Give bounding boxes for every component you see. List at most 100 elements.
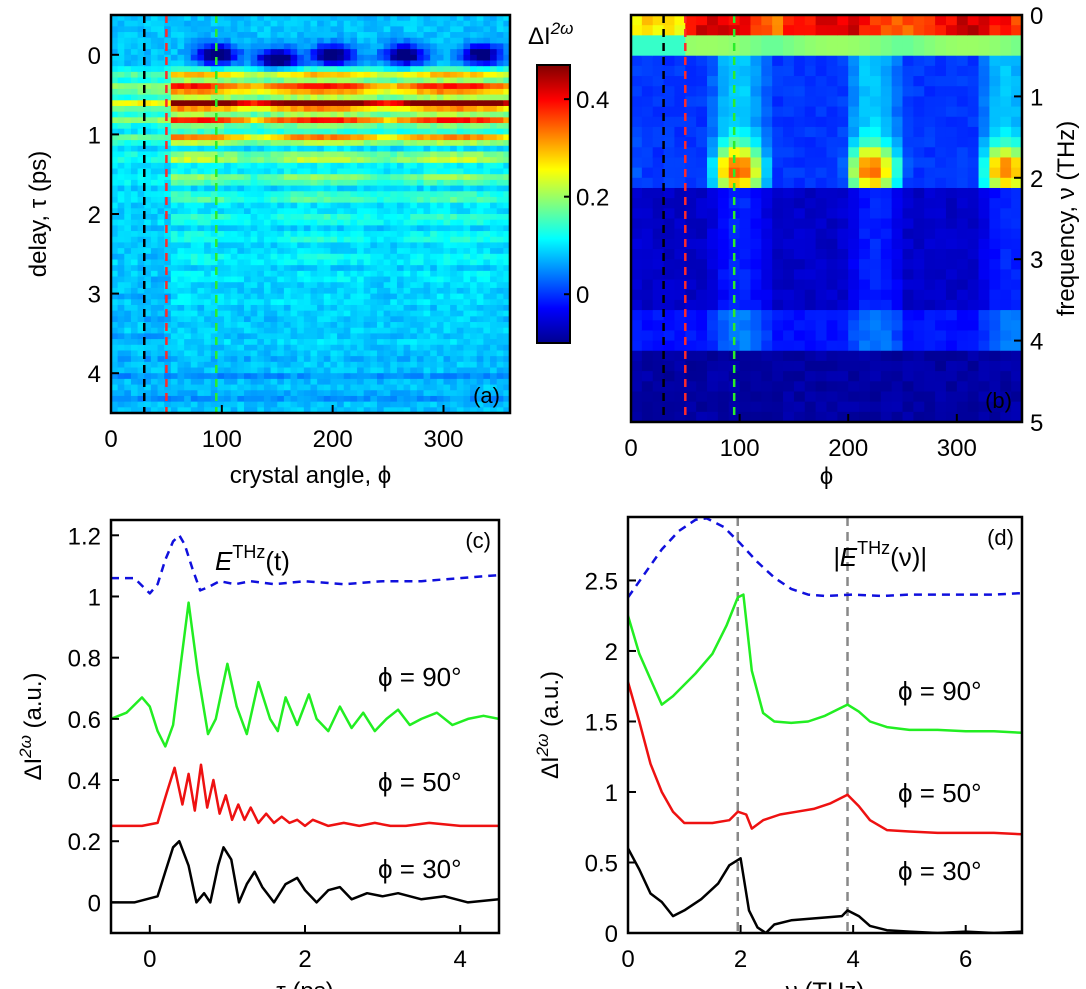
heatmap-cell <box>177 327 185 334</box>
heatmap-cell <box>257 77 265 84</box>
heatmap-cell <box>370 242 378 249</box>
heatmap-cell <box>343 37 351 45</box>
heatmap-cell <box>476 339 484 346</box>
heatmap-cell <box>117 54 125 62</box>
heatmap-cell <box>390 310 398 317</box>
heatmap-cell <box>210 219 218 226</box>
heatmap-cell <box>390 356 398 363</box>
heatmap-cell <box>663 228 676 240</box>
heatmap-cell <box>210 367 218 374</box>
heatmap-cell <box>750 96 762 108</box>
heatmap-cell <box>130 401 139 408</box>
heatmap-cell <box>463 145 471 153</box>
heatmap-cell <box>370 66 378 73</box>
heatmap-cell <box>456 384 465 391</box>
heatmap-cell <box>363 20 371 27</box>
heatmap-cell <box>377 77 385 84</box>
heatmap-cell <box>150 287 159 295</box>
heatmap-cell <box>396 134 405 141</box>
heatmap-cell <box>297 378 305 386</box>
heatmap-cell <box>297 361 305 369</box>
heatmap-cell <box>503 37 510 45</box>
heatmap-cell <box>503 123 510 130</box>
heatmap-cell <box>396 174 405 181</box>
heatmap-cell <box>137 123 145 130</box>
heatmap-cell <box>423 350 431 357</box>
heatmap-cell <box>443 304 451 312</box>
heatmap-cell <box>383 225 391 232</box>
heatmap-cell <box>652 340 665 352</box>
heatmap-cell <box>224 316 232 323</box>
heatmap-cell <box>815 35 828 47</box>
heatmap-cell <box>270 71 278 79</box>
heatmap-cell <box>377 265 385 272</box>
heatmap-cell <box>164 310 172 317</box>
heatmap-cell <box>164 225 172 232</box>
heatmap-cell <box>244 202 252 209</box>
heatmap-cell <box>685 238 697 250</box>
heatmap-cell <box>383 134 391 141</box>
heatmap-cell <box>137 293 145 300</box>
heatmap-cell <box>815 76 828 87</box>
heatmap-cell <box>423 117 431 124</box>
heatmap-cell <box>310 236 318 244</box>
heatmap-cell <box>410 390 418 397</box>
heatmap-cell <box>416 378 425 386</box>
heatmap-cell <box>377 185 385 192</box>
heatmap-cell <box>111 395 119 403</box>
heatmap-cell <box>144 293 152 300</box>
heatmap-cell <box>197 276 205 283</box>
heatmap-cell <box>463 100 471 107</box>
heatmap-cell <box>157 134 165 141</box>
heatmap-cell <box>707 381 719 393</box>
heatmap-cell <box>257 179 265 187</box>
heatmap-cell <box>363 54 371 62</box>
heatmap-cell <box>177 111 185 118</box>
heatmap-cell <box>150 350 159 357</box>
heatmap-cell <box>164 384 172 391</box>
heatmap-cell <box>450 304 458 312</box>
heatmap-cell <box>157 117 165 124</box>
heatmap-cell <box>137 32 145 39</box>
heatmap-cell <box>197 333 205 340</box>
heatmap-cell <box>390 231 398 238</box>
heatmap-cell <box>357 236 365 244</box>
heatmap-cell <box>396 236 405 244</box>
heatmap-cell <box>270 395 278 403</box>
heatmap-cell <box>244 242 252 249</box>
heatmap-cell <box>483 390 491 397</box>
heatmap-cell <box>410 66 418 73</box>
heatmap-cell <box>224 253 232 261</box>
heatmap-cell <box>270 333 278 340</box>
heatmap-cell <box>674 137 686 148</box>
heatmap-cell <box>111 361 119 369</box>
heatmap-cell <box>157 339 165 346</box>
heatmap-cell <box>696 208 708 220</box>
heatmap-cell <box>330 37 338 45</box>
heatmap-cell <box>230 242 238 249</box>
heatmap-cell <box>390 304 398 312</box>
heatmap-cell <box>190 231 199 238</box>
heatmap-cell <box>177 390 185 397</box>
heatmap-cell <box>144 327 152 334</box>
heatmap-cell <box>363 304 371 312</box>
heatmap-cell <box>323 83 332 90</box>
heatmap-cell <box>430 225 438 232</box>
heatmap-cell <box>443 71 451 79</box>
heatmap-cell <box>317 202 325 209</box>
heatmap-cell <box>410 32 418 39</box>
heatmap-cell <box>210 202 218 209</box>
heatmap-cell <box>476 322 484 329</box>
heatmap-cell <box>164 71 172 79</box>
heatmap-cell <box>270 253 278 261</box>
heatmap-cell <box>436 407 445 413</box>
heatmap-cell <box>443 293 451 300</box>
heatmap-cell <box>190 248 199 255</box>
heatmap-cell <box>117 219 125 226</box>
heatmap-cell <box>270 316 278 323</box>
heatmap-cell <box>793 45 806 57</box>
heatmap-cell <box>396 356 405 363</box>
heatmap-cell <box>337 134 345 141</box>
heatmap-cell <box>483 395 491 403</box>
heatmap-cell <box>184 20 192 27</box>
